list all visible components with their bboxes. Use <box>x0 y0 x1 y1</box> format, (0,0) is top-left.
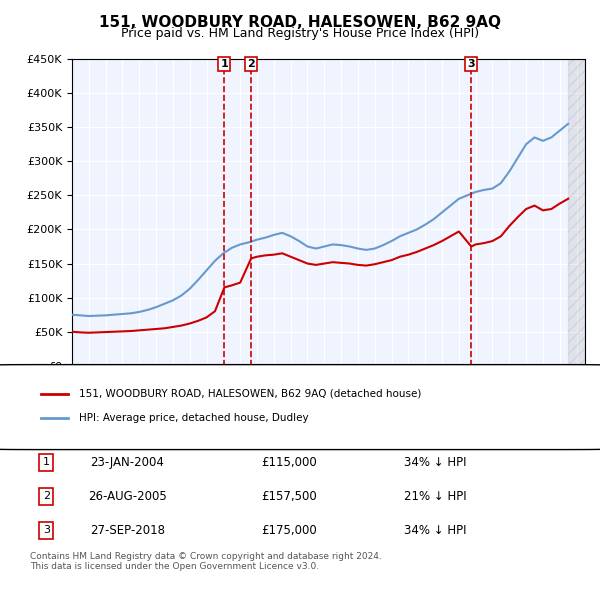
Text: 34% ↓ HPI: 34% ↓ HPI <box>404 524 466 537</box>
Text: 3: 3 <box>467 59 475 69</box>
Text: 1: 1 <box>43 457 50 467</box>
FancyBboxPatch shape <box>0 365 600 450</box>
Text: Price paid vs. HM Land Registry's House Price Index (HPI): Price paid vs. HM Land Registry's House … <box>121 27 479 40</box>
Text: £175,000: £175,000 <box>262 524 317 537</box>
Text: 26-AUG-2005: 26-AUG-2005 <box>88 490 167 503</box>
Text: 21% ↓ HPI: 21% ↓ HPI <box>404 490 466 503</box>
Text: 2: 2 <box>43 491 50 502</box>
Text: 34% ↓ HPI: 34% ↓ HPI <box>404 455 466 469</box>
Bar <box>568 59 585 366</box>
Text: 1: 1 <box>221 59 228 69</box>
Text: Contains HM Land Registry data © Crown copyright and database right 2024.
This d: Contains HM Land Registry data © Crown c… <box>30 552 382 571</box>
Text: 23-JAN-2004: 23-JAN-2004 <box>90 455 164 469</box>
Text: 2: 2 <box>247 59 255 69</box>
Text: 151, WOODBURY ROAD, HALESOWEN, B62 9AQ (detached house): 151, WOODBURY ROAD, HALESOWEN, B62 9AQ (… <box>79 389 421 399</box>
Text: 3: 3 <box>43 526 50 535</box>
Text: £157,500: £157,500 <box>262 490 317 503</box>
Text: £115,000: £115,000 <box>262 455 317 469</box>
Text: 151, WOODBURY ROAD, HALESOWEN, B62 9AQ: 151, WOODBURY ROAD, HALESOWEN, B62 9AQ <box>99 15 501 30</box>
Text: HPI: Average price, detached house, Dudley: HPI: Average price, detached house, Dudl… <box>79 413 308 422</box>
Text: 27-SEP-2018: 27-SEP-2018 <box>90 524 164 537</box>
